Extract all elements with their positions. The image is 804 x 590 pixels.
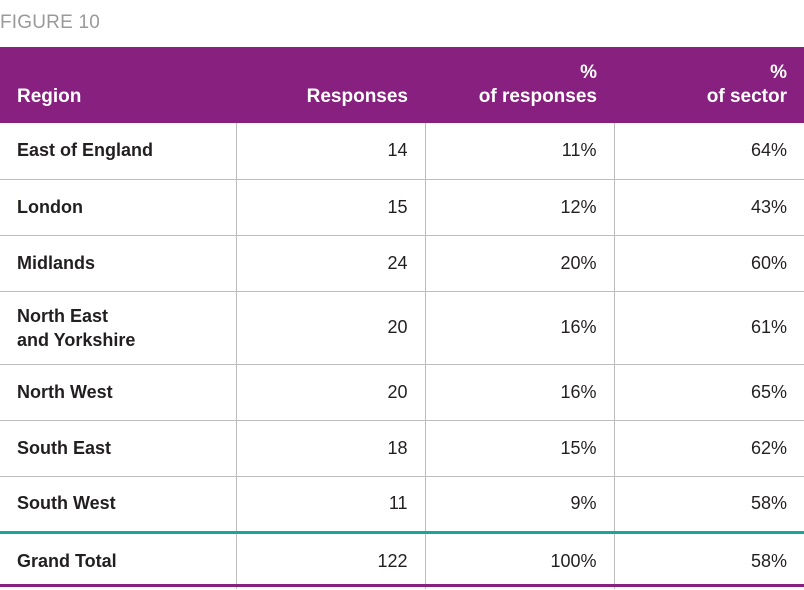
region-line-2: and Yorkshire [17, 329, 136, 350]
responses-cell: 18 [235, 419, 425, 476]
total-row: Grand Total 122 100% 58% [0, 530, 804, 589]
region-responses-table: Region Responses % of responses % of sec… [0, 47, 804, 589]
region-cell: South East [0, 419, 236, 476]
table-row: East of England 14 11% 64% [0, 123, 804, 179]
responses-cell: 14 [235, 123, 425, 179]
pct-responses-cell: 12% [424, 178, 614, 235]
pct-sector-cell: 58% [613, 475, 804, 532]
header-pct-sector-symbol: % [770, 62, 787, 83]
table-row: North West 20 16% 65% [0, 363, 804, 420]
pct-sector-cell: 43% [613, 178, 804, 235]
pct-sector-cell: 64% [613, 123, 804, 179]
table-row: London 15 12% 43% [0, 178, 804, 235]
pct-sector-cell: 65% [613, 363, 804, 420]
pct-sector-cell: 62% [613, 419, 804, 476]
header-pct-responses: % of responses [425, 47, 614, 123]
total-pct-sector-cell: 58% [613, 530, 804, 589]
header-pct-sector: % of sector [614, 47, 804, 123]
responses-cell: 15 [235, 178, 425, 235]
table-body: East of England 14 11% 64% London 15 12%… [0, 123, 804, 589]
table-row: North East and Yorkshire 20 16% 61% [0, 290, 804, 364]
table-row: South West 11 9% 58% [0, 475, 804, 532]
region-cell: Midlands [0, 234, 236, 291]
header-region: Region [0, 47, 236, 123]
pct-sector-cell: 60% [613, 234, 804, 291]
pct-sector-cell: 61% [613, 290, 804, 364]
region-line-1: North East [17, 305, 109, 326]
table-row: South East 18 15% 62% [0, 419, 804, 476]
total-pct-responses-cell: 100% [424, 530, 614, 589]
responses-cell: 20 [235, 363, 425, 420]
region-cell: East of England [17, 140, 154, 161]
region-cell: North West [0, 363, 236, 420]
pct-responses-cell: 9% [424, 475, 614, 532]
region-cell: South West [0, 475, 236, 532]
pct-responses-cell: 16% [424, 290, 614, 364]
header-responses: Responses [236, 47, 425, 123]
figure-label: FIGURE 10 [0, 12, 100, 33]
header-pct-responses-symbol: % [580, 62, 597, 83]
table-header: Region Responses % of responses % of sec… [0, 47, 804, 123]
table-row: Midlands 24 20% 60% [0, 234, 804, 291]
region-cell: London [0, 178, 236, 235]
region-cell: North East and Yorkshire [0, 290, 236, 364]
total-label-cell: Grand Total [0, 530, 236, 589]
responses-cell: 24 [235, 234, 425, 291]
pct-responses-cell: 16% [424, 363, 614, 420]
pct-responses-cell: 20% [424, 234, 614, 291]
bottom-rule [0, 584, 804, 587]
pct-responses-cell: 11% [424, 123, 614, 179]
responses-cell: 20 [235, 290, 425, 364]
pct-responses-cell: 15% [424, 419, 614, 476]
responses-cell: 11 [235, 475, 425, 532]
total-responses-cell: 122 [235, 530, 425, 589]
header-pct-sector-label: of sector [706, 86, 787, 107]
header-pct-responses-label: of responses [478, 86, 597, 107]
